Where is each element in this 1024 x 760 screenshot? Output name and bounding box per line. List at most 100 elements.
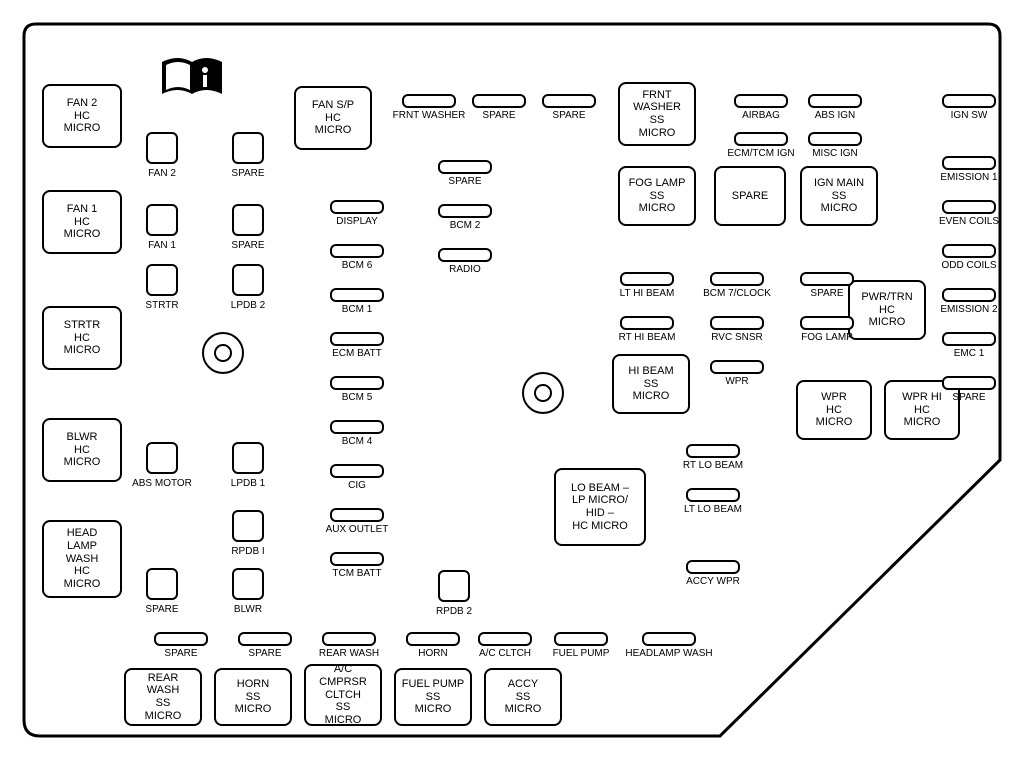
slot-slots_mid-9 (686, 560, 740, 574)
mini-label-blwr-mini: BLWR (208, 604, 288, 615)
slot-label-slots_right-2: EVEN COILS (924, 216, 1014, 227)
slot-label-slots_mid-4: RVC SNSR (692, 332, 782, 343)
slot-label-slots_mid-8: LT LO BEAM (668, 504, 758, 515)
mini-label-spare-mini-1: SPARE (208, 168, 288, 179)
slot-slots_top-5 (734, 132, 788, 146)
slot-label-slots_right-6: SPARE (924, 392, 1014, 403)
slot-slots_top-1 (472, 94, 526, 108)
slot-slots_top-0 (402, 94, 456, 108)
mini-strtr-mini (146, 264, 178, 296)
manual-icon (160, 56, 226, 103)
slot-label-col0-0: DISPLAY (312, 216, 402, 227)
mini-lpdb2-mini (232, 264, 264, 296)
mini-lpdb1-mini (232, 442, 264, 474)
mini-label-abs-motor-mini: ABS MOTOR (122, 478, 202, 489)
slot-label-slots_bottom-2: REAR WASH (304, 648, 394, 659)
slot-slots_right-0 (942, 94, 996, 108)
slot-col0-6 (330, 464, 384, 478)
mini-fan2-mini (146, 132, 178, 164)
slot-slots_bottom-4 (478, 632, 532, 646)
slot-col0-0 (330, 200, 384, 214)
slot-label-col0-8: TCM BATT (312, 568, 402, 579)
slot-slots_mid-1 (710, 272, 764, 286)
slot-label-slots_top-2: SPARE (524, 110, 614, 121)
box-blwr-hc-micro: BLWR HC MICRO (42, 418, 122, 482)
slot-label-col0-7: AUX OUTLET (312, 524, 402, 535)
slot-slots_right-3 (942, 244, 996, 258)
box-strtr-hc-micro: STRTR HC MICRO (42, 306, 122, 370)
slot-label-slots_right-4: EMISSION 2 (924, 304, 1014, 315)
slot-slots_top-3 (734, 94, 788, 108)
slot-label-slots_top-6: MISC IGN (790, 148, 880, 159)
slot-col0-7 (330, 508, 384, 522)
slot-slots_mid-7 (686, 444, 740, 458)
slot-label-col0-4: BCM 5 (312, 392, 402, 403)
slot-slots_mid-5 (800, 316, 854, 330)
box-hi-beam-ss-micro: HI BEAM SS MICRO (612, 354, 690, 414)
slot-slots_bottom-1 (238, 632, 292, 646)
slot-label-col0-3: ECM BATT (312, 348, 402, 359)
box-accy-ss-micro: ACCY SS MICRO (484, 668, 562, 726)
box-fan2-hc-micro: FAN 2 HC MICRO (42, 84, 122, 148)
slot-label-slots_bottom-5: FUEL PUMP (536, 648, 626, 659)
mini-rpdb2-mini (438, 570, 470, 602)
box-fan-sp-hc-micro: FAN S/P HC MICRO (294, 86, 372, 150)
box-fan1-hc-micro: FAN 1 HC MICRO (42, 190, 122, 254)
slot-label-slots_top-4: ABS IGN (790, 110, 880, 121)
slot-label-col1-1: BCM 2 (420, 220, 510, 231)
box-ac-cmprsr-cltch-ss-micro: A/C CMPRSR CLTCH SS MICRO (304, 664, 382, 726)
fusebox-diagram: FAN 2 HC MICRO FAN 1 HC MICRO STRTR HC MIC… (0, 0, 1024, 760)
box-fog-lamp-ss-micro: FOG LAMP SS MICRO (618, 166, 696, 226)
slot-slots_mid-4 (710, 316, 764, 330)
mini-spare-mini-2 (232, 204, 264, 236)
stud-inner-1 (534, 384, 552, 402)
slot-col0-2 (330, 288, 384, 302)
slot-slots_bottom-5 (554, 632, 608, 646)
slot-slots_top-6 (808, 132, 862, 146)
slot-label-slots_bottom-0: SPARE (136, 648, 226, 659)
stud-0 (202, 332, 244, 374)
slot-label-slots_bottom-6: HEADLAMP WASH (624, 648, 714, 659)
mini-blwr-mini (232, 568, 264, 600)
slot-label-slots_mid-3: RT HI BEAM (602, 332, 692, 343)
slot-label-col0-2: BCM 1 (312, 304, 402, 315)
box-wpr-hc-micro: WPR HC MICRO (796, 380, 872, 440)
mini-abs-motor-mini (146, 442, 178, 474)
mini-spare-mini-1 (232, 132, 264, 164)
slot-label-col1-2: RADIO (420, 264, 510, 275)
slot-label-col1-0: SPARE (420, 176, 510, 187)
mini-label-spare-mini-2: SPARE (208, 240, 288, 251)
slot-col0-8 (330, 552, 384, 566)
mini-label-strtr-mini: STRTR (122, 300, 202, 311)
slot-slots_top-2 (542, 94, 596, 108)
stud-1 (522, 372, 564, 414)
box-headlamp-wash-hc-micro: HEAD LAMP WASH HC MICRO (42, 520, 122, 598)
box-rear-wash-ss-micro: REAR WASH SS MICRO (124, 668, 202, 726)
slot-slots_bottom-2 (322, 632, 376, 646)
slot-slots_right-1 (942, 156, 996, 170)
slot-slots_mid-6 (710, 360, 764, 374)
slot-col0-3 (330, 332, 384, 346)
slot-col0-4 (330, 376, 384, 390)
mini-label-lpdb2-mini: LPDB 2 (208, 300, 288, 311)
slot-label-slots_mid-5: FOG LAMP (782, 332, 872, 343)
box-fuel-pump-ss-micro: FUEL PUMP SS MICRO (394, 668, 472, 726)
mini-spare-mini-3 (146, 568, 178, 600)
slot-slots_bottom-6 (642, 632, 696, 646)
slot-col1-1 (438, 204, 492, 218)
slot-col1-0 (438, 160, 492, 174)
mini-label-fan2-mini: FAN 2 (122, 168, 202, 179)
mini-label-lpdb1-mini: LPDB 1 (208, 478, 288, 489)
slot-label-col0-6: CIG (312, 480, 402, 491)
slot-slots_mid-2 (800, 272, 854, 286)
slot-label-slots_mid-2: SPARE (782, 288, 872, 299)
slot-slots_bottom-0 (154, 632, 208, 646)
mini-label-rpdb1-mini: RPDB I (208, 546, 288, 557)
slot-slots_mid-3 (620, 316, 674, 330)
mini-label-fan1-mini: FAN 1 (122, 240, 202, 251)
mini-label-spare-mini-3: SPARE (122, 604, 202, 615)
slot-slots_mid-0 (620, 272, 674, 286)
slot-slots_right-4 (942, 288, 996, 302)
slot-label-slots_mid-9: ACCY WPR (668, 576, 758, 587)
slot-col1-2 (438, 248, 492, 262)
